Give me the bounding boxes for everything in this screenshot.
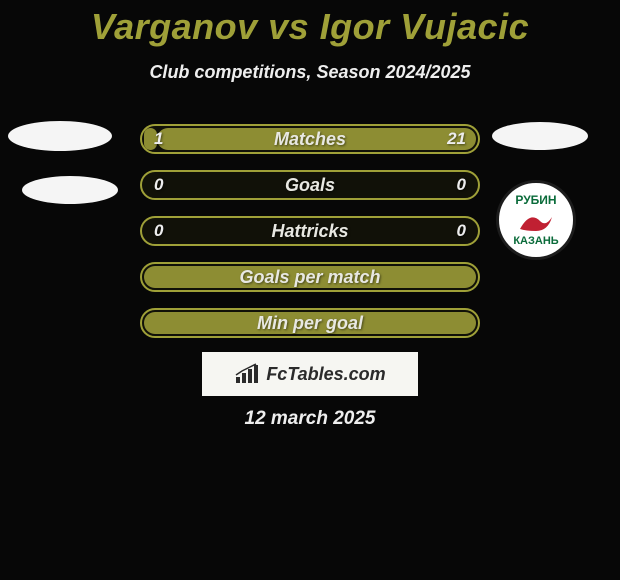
player-left-avatar-2 xyxy=(22,176,118,204)
stat-value-right: 21 xyxy=(447,129,466,149)
stat-row-goals: Goals0 0 xyxy=(140,170,480,200)
stat-row-min-per-goal: Min per goal xyxy=(140,308,480,338)
page-title: Varganov vs Igor Vujacic xyxy=(0,6,620,48)
stat-value-left: 0 xyxy=(154,175,163,195)
stat-label: Matches xyxy=(142,129,478,150)
brand-text: FcTables.com xyxy=(266,364,385,385)
stat-row-hattricks: Hattricks0 0 xyxy=(140,216,480,246)
date-text: 12 march 2025 xyxy=(0,408,620,430)
club-badge: РУБИН КАЗАНЬ xyxy=(496,180,576,260)
stat-label: Goals xyxy=(142,175,478,196)
club-badge-bottom-text: КАЗАНЬ xyxy=(513,235,558,247)
page-subtitle: Club competitions, Season 2024/2025 xyxy=(0,62,620,83)
stat-row-matches: Matches1 21 xyxy=(140,124,480,154)
stat-value-left: 0 xyxy=(154,221,163,241)
stat-label: Goals per match xyxy=(142,267,478,288)
club-badge-top-text: РУБИН xyxy=(515,193,556,207)
brand-box: FcTables.com xyxy=(202,352,418,396)
stat-label: Min per goal xyxy=(142,313,478,334)
stat-value-right: 0 xyxy=(457,175,466,195)
stat-value-right: 0 xyxy=(457,221,466,241)
club-badge-swoosh-icon xyxy=(516,207,556,235)
stat-value-left: 1 xyxy=(154,129,163,149)
player-left-avatar-1 xyxy=(8,121,112,151)
stat-label: Hattricks xyxy=(142,221,478,242)
bar-chart-icon xyxy=(234,363,260,385)
player-right-avatar xyxy=(492,122,588,150)
stat-row-goals-per-match: Goals per match xyxy=(140,262,480,292)
